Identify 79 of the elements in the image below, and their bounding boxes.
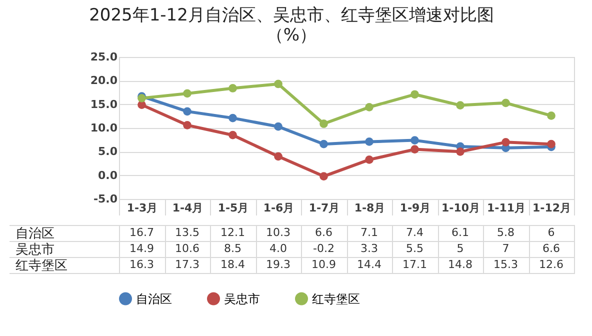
x-tick-label: 1-7月 <box>308 202 340 214</box>
text: 红寺堡区 <box>16 258 68 274</box>
point <box>502 98 510 108</box>
x-tick-label: 1-12月 <box>532 202 572 214</box>
text: 吴忠市 <box>16 242 54 258</box>
x-tick-label: 1-8月 <box>354 202 386 214</box>
data-label: 12.1 <box>220 226 245 239</box>
data-label: 6.1 <box>452 226 469 239</box>
data-label: 10.9 <box>312 258 336 271</box>
data-label: 12.6 <box>539 258 564 271</box>
data-label: 19.3 <box>266 258 290 271</box>
point <box>183 120 192 130</box>
legend-label: 红寺堡区 <box>312 292 360 306</box>
point <box>410 90 419 99</box>
data-label: 14.4 <box>357 258 382 271</box>
data-label: 7.1 <box>360 226 378 239</box>
x-tick-label: 1-4月 <box>172 202 204 214</box>
data-label: 14.8 <box>448 258 472 271</box>
y-tick-label: 25.0 <box>90 50 118 64</box>
data-label: 7.4 <box>406 226 424 239</box>
point <box>274 152 282 161</box>
point <box>320 120 328 128</box>
x-tick-label: 1-3月 <box>126 202 158 214</box>
y-tick-label: 15.0 <box>90 98 118 111</box>
y-tick-label: 5.0 <box>98 145 118 158</box>
data-label: 17.1 <box>402 258 427 271</box>
data-label: 5 <box>456 242 464 255</box>
point <box>228 84 237 92</box>
x-tick-label: 1-6月 <box>263 202 294 214</box>
data-label: 10.3 <box>266 226 290 239</box>
y-tick-label: -5.0 <box>93 192 118 206</box>
point <box>183 89 192 98</box>
data-label: 5.5 <box>406 242 424 255</box>
point <box>228 130 237 140</box>
data-label: 14.9 <box>130 242 154 255</box>
data-label: 3.3 <box>360 242 378 255</box>
data-label: 7 <box>502 242 510 255</box>
y-tick-label: 20.0 <box>90 74 118 88</box>
point <box>183 107 192 116</box>
data-label: 6 <box>548 226 555 239</box>
text: 自治区 <box>16 226 54 242</box>
point <box>365 138 374 146</box>
data-label: 13.5 <box>175 226 200 239</box>
data-label: -0.2 <box>313 242 334 255</box>
data-label: 6.6 <box>315 226 332 239</box>
data-label: 18.4 <box>220 258 245 271</box>
x-tick-label: 1-10月 <box>441 202 480 214</box>
point <box>274 80 282 88</box>
point <box>365 103 374 112</box>
point <box>547 140 556 148</box>
point <box>410 136 419 144</box>
point <box>320 140 328 148</box>
y-tick-label: 10.0 <box>90 122 118 134</box>
point <box>547 112 556 120</box>
y-tick-label: 0.0 <box>98 168 118 182</box>
x-tick-label: 1-11月 <box>486 202 526 214</box>
legend-label: 吴忠市 <box>224 292 260 306</box>
data-label: 17.3 <box>175 258 200 271</box>
point <box>365 156 374 164</box>
data-label: 8.5 <box>224 242 242 255</box>
data-label: 16.3 <box>130 258 154 271</box>
point <box>274 122 282 131</box>
point <box>502 138 510 146</box>
data-label: 4.0 <box>270 242 287 255</box>
x-tick-label: 1-9月 <box>400 202 431 214</box>
data-label: 10.6 <box>175 242 200 255</box>
data-label: 15.3 <box>494 258 518 271</box>
chart-title: 2025年1-12月自治区、吴忠市、红寺堡区增速对比图 <box>89 6 494 26</box>
point <box>456 101 464 110</box>
point <box>456 147 464 156</box>
point <box>320 172 328 180</box>
data-label: 16.7 <box>130 226 154 239</box>
chart-subtitle: （%） <box>266 26 317 46</box>
data-label: 5.8 <box>497 226 514 239</box>
point <box>228 114 237 122</box>
point <box>410 145 419 154</box>
legend-label: 自治区 <box>136 292 172 306</box>
data-label: 6.6 <box>542 242 560 255</box>
x-tick-label: 1-5月 <box>218 202 249 214</box>
